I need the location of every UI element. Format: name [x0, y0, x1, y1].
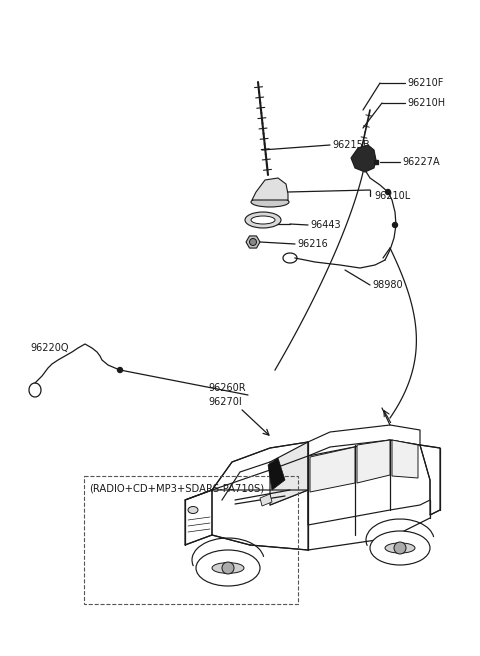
Text: 96270I: 96270I	[208, 397, 242, 407]
Circle shape	[222, 562, 234, 574]
Ellipse shape	[385, 543, 415, 553]
Circle shape	[250, 239, 256, 245]
Polygon shape	[351, 145, 376, 172]
Circle shape	[393, 222, 397, 228]
Polygon shape	[252, 178, 288, 200]
Polygon shape	[260, 494, 272, 506]
Text: 96220Q: 96220Q	[30, 343, 69, 353]
Text: 96216: 96216	[297, 239, 328, 249]
Text: 98980: 98980	[372, 280, 403, 290]
Text: 96215B: 96215B	[332, 140, 370, 150]
Text: 96210F: 96210F	[407, 78, 444, 88]
Polygon shape	[270, 442, 308, 505]
Text: 96210H: 96210H	[407, 98, 445, 108]
Ellipse shape	[188, 506, 198, 514]
Ellipse shape	[245, 212, 281, 228]
Text: 96260R: 96260R	[208, 383, 246, 393]
Circle shape	[118, 367, 122, 373]
Polygon shape	[392, 440, 418, 478]
Ellipse shape	[196, 550, 260, 586]
Bar	[374, 160, 378, 164]
Ellipse shape	[212, 563, 244, 573]
Text: 96443: 96443	[310, 220, 341, 230]
Text: (RADIO+CD+MP3+SDARS-PA710S): (RADIO+CD+MP3+SDARS-PA710S)	[89, 483, 264, 493]
Ellipse shape	[251, 216, 275, 224]
Polygon shape	[310, 447, 355, 492]
Text: 96227A: 96227A	[402, 157, 440, 167]
Ellipse shape	[251, 197, 289, 207]
Ellipse shape	[370, 531, 430, 565]
Circle shape	[385, 190, 391, 194]
Bar	[84, 476, 298, 604]
Polygon shape	[246, 236, 260, 248]
Polygon shape	[268, 458, 285, 490]
Circle shape	[394, 542, 406, 554]
Polygon shape	[357, 440, 390, 483]
Text: 96210L: 96210L	[374, 191, 410, 201]
